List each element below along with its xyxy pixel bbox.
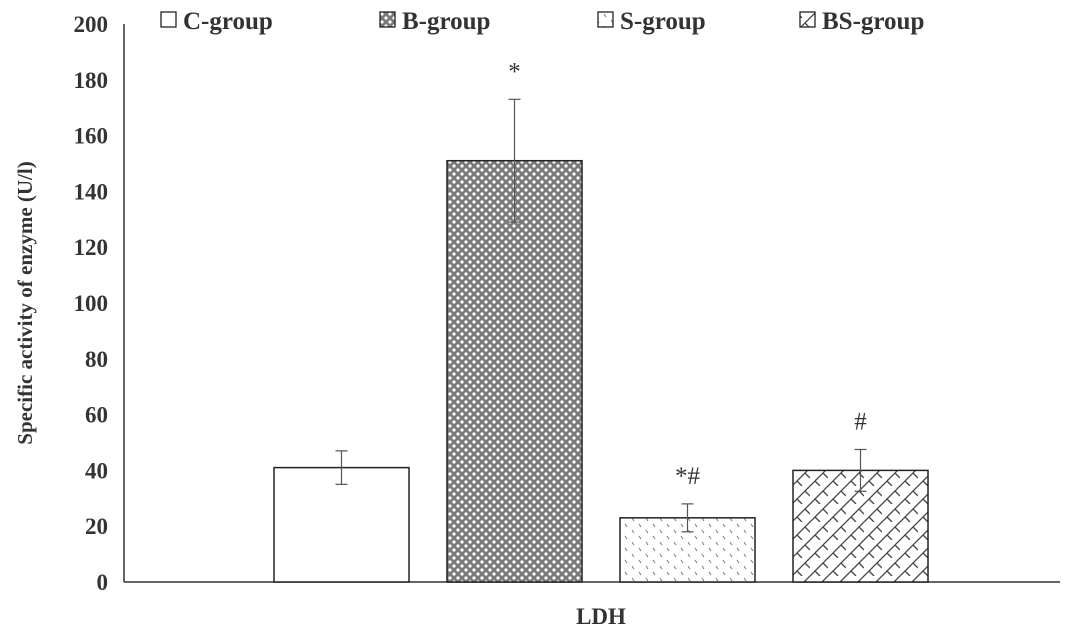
bar-c-group xyxy=(273,466,410,583)
y-tick-label: 120 xyxy=(74,235,109,260)
legend-swatch xyxy=(160,11,177,28)
bar-b-group xyxy=(446,159,583,583)
error-bar-bs-group xyxy=(854,448,867,492)
error-bar-s-group xyxy=(681,503,694,533)
legend-item-bs-group: BS-group xyxy=(799,8,924,35)
legend-label: C-group xyxy=(183,8,273,35)
legend-label: S-group xyxy=(620,8,706,35)
legend-item-s-group: S-group xyxy=(597,8,706,35)
error-bar-c-group xyxy=(335,450,348,485)
legend-swatch xyxy=(799,11,816,28)
y-tick-label: 160 xyxy=(74,124,109,149)
bars xyxy=(273,159,929,583)
legend-item-b-group: B-group xyxy=(379,8,490,35)
significance-marker: * xyxy=(508,58,521,85)
y-tick-label: 200 xyxy=(74,12,109,37)
y-tick-label: 80 xyxy=(85,347,108,372)
y-tick-label: 20 xyxy=(85,514,108,539)
legend-label: BS-group xyxy=(822,8,924,35)
y-tick-label: 0 xyxy=(97,570,109,595)
legend-swatch xyxy=(379,11,396,28)
y-tick-label: 40 xyxy=(85,458,108,483)
x-axis-title: LDH xyxy=(576,604,626,629)
error-bars xyxy=(335,98,867,533)
legend-label: B-group xyxy=(402,8,490,35)
legend: C-group B-group S-group BS-group xyxy=(160,8,924,35)
y-tick-label: 180 xyxy=(74,68,109,93)
legend-swatch xyxy=(597,11,614,28)
y-tick-label: 100 xyxy=(74,291,109,316)
y-tick-labels: 0 20 40 60 80 100 120 140 160 180 200 xyxy=(74,12,109,595)
y-tick-label: 60 xyxy=(85,403,108,428)
significance-markers: * *# # xyxy=(508,58,867,490)
y-tick-label: 140 xyxy=(74,179,109,204)
significance-marker: # xyxy=(854,408,867,435)
legend-item-c-group: C-group xyxy=(160,8,273,35)
y-axis-title: Specific activity of enzyme (U/l) xyxy=(13,161,37,444)
error-bar-b-group xyxy=(508,98,521,223)
significance-marker: *# xyxy=(675,463,701,490)
